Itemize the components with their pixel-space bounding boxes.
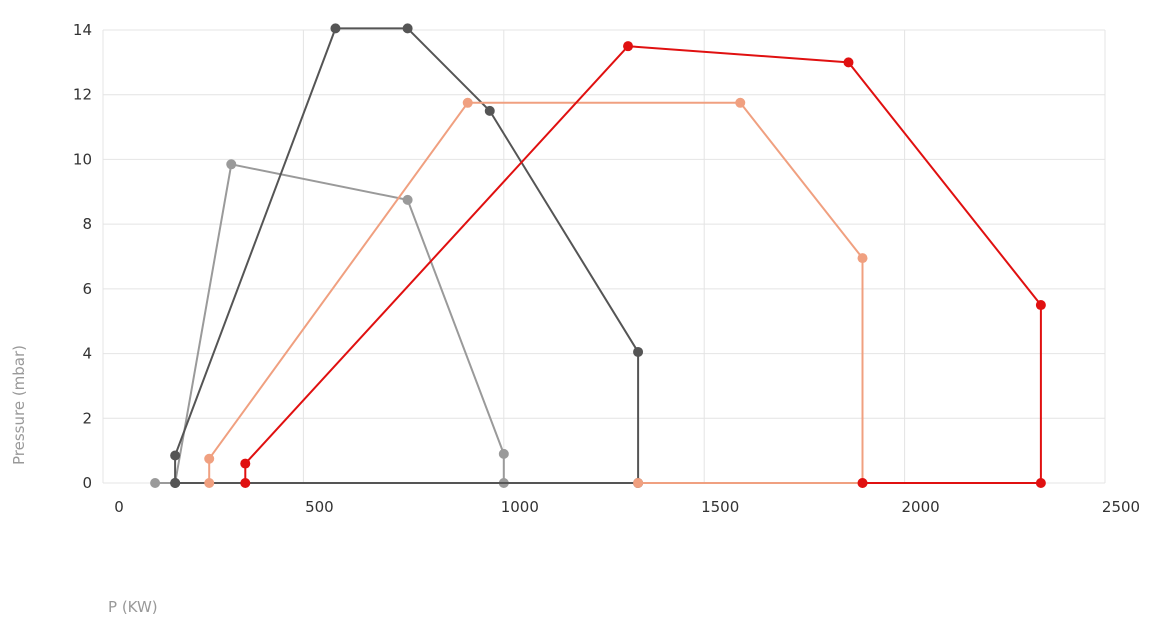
series-4-point (240, 478, 251, 488)
series-4-point (843, 57, 854, 68)
series-1-point (226, 159, 237, 170)
x-tick-label: 2500 (1102, 498, 1140, 516)
series-2-line (174, 27, 640, 484)
series-2-point (330, 23, 341, 34)
series-4-line (244, 45, 1042, 484)
x-tick-label: 1000 (501, 498, 539, 516)
series-1 (150, 159, 509, 488)
y-tick-label: 2 (82, 409, 92, 427)
series-2-point (484, 105, 495, 116)
y-tick-label: 10 (73, 150, 92, 168)
series-1-point (402, 194, 413, 205)
series-3-point (462, 97, 473, 108)
y-tick-label: 12 (73, 86, 92, 104)
y-tick-label: 6 (82, 280, 92, 298)
series-1-point (498, 448, 509, 459)
y-axis-title: Pressure (mbar) (10, 345, 28, 465)
series-4 (240, 41, 1046, 488)
series-4-point (1035, 478, 1046, 488)
x-axis-title: P (KW) (108, 598, 158, 616)
series-2-point (170, 478, 181, 488)
x-tick-label: 1500 (701, 498, 739, 516)
series-2-point (170, 450, 181, 461)
series-1-point (150, 478, 161, 488)
series-3-point (633, 478, 644, 488)
series-layer (150, 23, 1046, 488)
x-tick-label: 2000 (902, 498, 940, 516)
tick-labels: 0 2 4 6 8 10 12 14 0 500 1000 1500 2000 2500 (73, 21, 1140, 516)
series-3-point (735, 97, 746, 108)
series-3-point (857, 253, 868, 264)
y-tick-label: 8 (82, 215, 92, 233)
y-tick-label: 0 (82, 474, 92, 492)
y-tick-label: 4 (82, 345, 92, 363)
series-1-line (155, 163, 505, 484)
series-4-point (857, 478, 868, 488)
x-tick-label: 0 (114, 498, 124, 516)
series-2-point (633, 346, 644, 357)
series-4-point (240, 458, 251, 469)
series-4-point (623, 41, 634, 52)
series-2-point (402, 23, 413, 34)
series-3-point (204, 478, 215, 488)
series-3-point (204, 453, 215, 464)
grid-layer (102, 29, 1106, 484)
series-4-point (1035, 300, 1046, 311)
y-tick-label: 14 (73, 21, 92, 39)
series-2 (170, 23, 644, 488)
x-tick-label: 500 (305, 498, 334, 516)
